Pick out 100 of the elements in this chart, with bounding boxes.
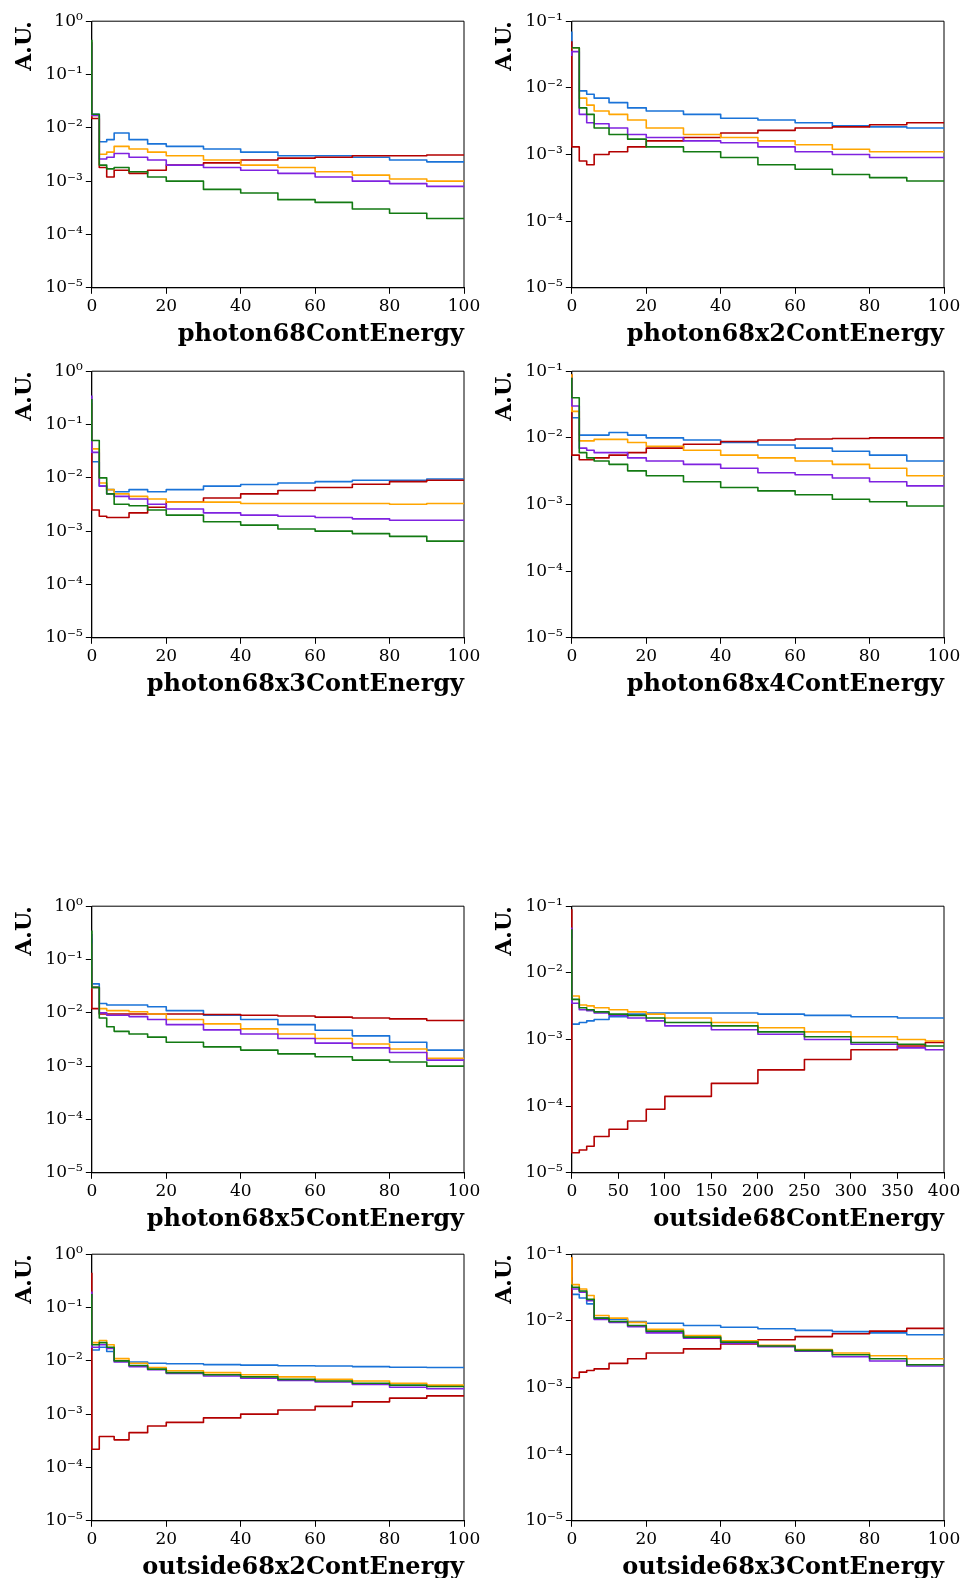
y-tick-label: 10⁻⁵ [45, 1161, 83, 1182]
x-tick-label: 60 [304, 295, 326, 316]
x-axis-title: outside68ContEnergy [653, 1202, 946, 1232]
y-tick-label: 10⁻⁴ [45, 1455, 83, 1476]
x-tick-label: 250 [788, 1180, 821, 1201]
x-tick-label: 0 [86, 295, 98, 316]
y-tick-label: 10⁻⁴ [525, 1442, 563, 1463]
x-tick-label: 200 [741, 1180, 775, 1201]
y-tick-label: 10⁻² [45, 466, 83, 487]
y-tick-label: 10⁻² [525, 426, 563, 447]
y-tick-label: 10⁻⁴ [525, 1094, 563, 1115]
y-tick-label: 10⁻¹ [525, 1242, 563, 1263]
y-axis-title: A.U. [489, 21, 516, 72]
x-tick-label: 80 [378, 295, 401, 316]
y-tick-label: 10⁻³ [525, 1375, 563, 1396]
y-tick-label: 10⁻⁴ [45, 1107, 83, 1128]
x-tick-label: 20 [155, 1180, 178, 1201]
x-tick-label: 0 [566, 1180, 578, 1201]
y-axis-title: A.U. [9, 1254, 36, 1305]
y-tick-label: 10⁻¹ [45, 1295, 83, 1316]
x-tick-label: 400 [927, 1180, 961, 1201]
x-tick-label: 20 [155, 295, 178, 316]
x-tick-label: 80 [378, 645, 401, 666]
y-tick-label: 10⁻⁵ [525, 1161, 563, 1182]
x-axis-title: photon68x5ContEnergy [146, 1202, 466, 1232]
y-tick-label: 10⁻⁵ [45, 276, 83, 297]
y-axis-title: A.U. [9, 906, 36, 957]
x-tick-label: 20 [635, 295, 658, 316]
x-tick-label: 60 [304, 645, 326, 666]
y-axis-title: A.U. [489, 1254, 516, 1305]
y-axis-title: A.U. [9, 21, 36, 72]
x-tick-label: 100 [447, 1180, 481, 1201]
y-tick-label: 10⁻⁴ [45, 572, 83, 593]
y-tick-label: 10⁻³ [45, 1402, 83, 1423]
y-axis-title: A.U. [489, 371, 516, 422]
x-tick-label: 40 [709, 645, 732, 666]
x-tick-label: 80 [858, 645, 881, 666]
y-tick-label: 10⁻³ [45, 519, 83, 540]
x-tick-label: 0 [86, 645, 98, 666]
y-axis-title: A.U. [9, 371, 36, 422]
x-tick-label: 100 [648, 1180, 682, 1201]
y-tick-label: 10⁻² [45, 1001, 83, 1022]
y-tick-label: 10⁻² [525, 1309, 563, 1330]
x-tick-label: 150 [695, 1180, 728, 1201]
x-tick-label: 40 [709, 1528, 732, 1549]
y-tick-label: 10⁰ [54, 1242, 83, 1263]
x-tick-label: 100 [927, 1528, 961, 1549]
x-tick-label: 40 [229, 1180, 252, 1201]
y-tick-label: 10⁻⁵ [45, 1509, 83, 1530]
x-tick-label: 20 [155, 645, 178, 666]
y-tick-label: 10⁻¹ [45, 947, 83, 968]
x-tick-label: 0 [86, 1180, 98, 1201]
y-tick-label: 10⁻³ [525, 492, 563, 513]
x-axis-title: photon68x3ContEnergy [146, 667, 466, 697]
x-axis-title: photon68x4ContEnergy [626, 667, 946, 697]
y-tick-label: 10⁻¹ [525, 359, 563, 380]
x-tick-label: 60 [784, 645, 806, 666]
y-tick-label: 10⁻³ [45, 169, 83, 190]
y-tick-label: 10⁻¹ [45, 62, 83, 83]
y-tick-label: 10⁻⁴ [45, 222, 83, 243]
x-tick-label: 80 [378, 1528, 401, 1549]
x-tick-label: 20 [635, 1528, 658, 1549]
y-axis-title: A.U. [489, 906, 516, 957]
x-tick-label: 40 [229, 645, 252, 666]
x-tick-label: 300 [834, 1180, 868, 1201]
x-tick-label: 100 [447, 645, 481, 666]
x-tick-label: 50 [607, 1180, 630, 1201]
y-tick-label: 10⁻² [45, 1349, 83, 1370]
y-tick-label: 10⁻¹ [45, 412, 83, 433]
y-tick-label: 10⁰ [54, 359, 83, 380]
x-axis-title: photon68x2ContEnergy [626, 317, 946, 347]
x-tick-label: 20 [635, 645, 658, 666]
x-tick-label: 40 [229, 1528, 252, 1549]
y-tick-label: 10⁻⁵ [525, 276, 563, 297]
y-tick-label: 10⁻⁴ [525, 209, 563, 230]
y-tick-label: 10⁰ [54, 9, 83, 30]
x-axis-title: photon68ContEnergy [177, 317, 466, 347]
y-tick-label: 10⁰ [54, 894, 83, 915]
y-tick-label: 10⁻⁵ [45, 626, 83, 647]
x-tick-label: 20 [155, 1528, 178, 1549]
y-tick-label: 10⁻² [45, 116, 83, 137]
x-tick-label: 100 [927, 295, 961, 316]
x-tick-label: 40 [229, 295, 252, 316]
x-tick-label: 40 [709, 295, 732, 316]
y-tick-label: 10⁻¹ [525, 9, 563, 30]
x-tick-label: 80 [378, 1180, 401, 1201]
x-tick-label: 60 [304, 1528, 326, 1549]
y-tick-label: 10⁻² [525, 961, 563, 982]
x-tick-label: 0 [566, 1528, 578, 1549]
x-tick-label: 60 [304, 1180, 326, 1201]
x-tick-label: 80 [858, 295, 881, 316]
x-tick-label: 350 [881, 1180, 914, 1201]
x-tick-label: 100 [447, 1528, 481, 1549]
y-tick-label: 10⁻³ [45, 1054, 83, 1075]
y-tick-label: 10⁻¹ [525, 894, 563, 915]
y-tick-label: 10⁻⁴ [525, 559, 563, 580]
x-tick-label: 60 [784, 1528, 806, 1549]
x-tick-label: 0 [566, 645, 578, 666]
y-tick-label: 10⁻² [525, 76, 563, 97]
x-tick-label: 0 [86, 1528, 98, 1549]
